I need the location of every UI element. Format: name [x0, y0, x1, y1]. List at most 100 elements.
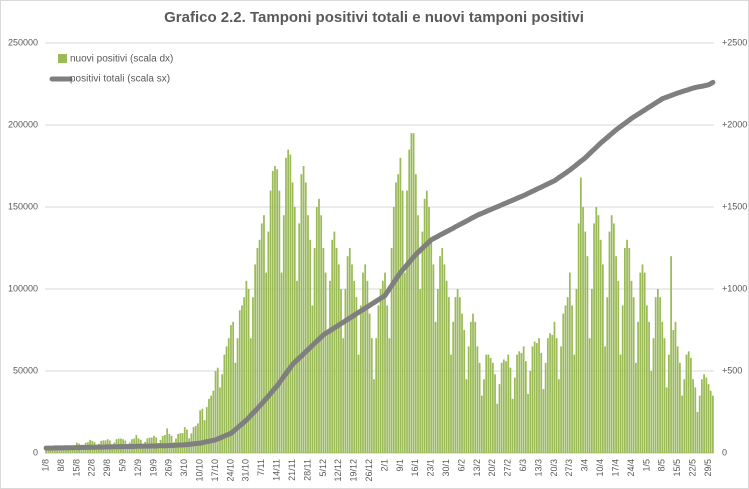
- bar: [296, 280, 298, 453]
- bar: [617, 280, 620, 453]
- bar: [329, 280, 331, 453]
- bar: [227, 338, 230, 453]
- bar: [535, 343, 538, 453]
- bar: [703, 374, 705, 453]
- bar: [276, 169, 279, 453]
- bar: [313, 248, 316, 453]
- bar: [373, 379, 375, 453]
- bar: [49, 450, 52, 453]
- bar: [357, 354, 360, 453]
- bar: [623, 248, 626, 453]
- x-tick-label: 10/4: [595, 459, 605, 477]
- bar: [527, 393, 529, 453]
- bar: [562, 313, 565, 453]
- bar: [450, 354, 452, 453]
- bar: [337, 264, 340, 453]
- bar: [232, 321, 235, 453]
- bar: [346, 256, 349, 453]
- bar: [564, 305, 567, 453]
- bar: [509, 367, 512, 453]
- bar: [524, 361, 527, 453]
- bar: [269, 190, 272, 453]
- bar: [546, 338, 549, 453]
- bar: [654, 297, 657, 453]
- bar: [588, 338, 591, 453]
- bar: [311, 305, 314, 453]
- bar: [712, 395, 714, 453]
- bar: [694, 387, 697, 453]
- bar: [582, 207, 584, 453]
- bar: [621, 305, 624, 453]
- bar: [225, 346, 228, 453]
- bar: [630, 280, 633, 453]
- bar: [364, 264, 367, 453]
- bar: [496, 403, 499, 453]
- bar: [571, 305, 573, 453]
- bar: [628, 248, 631, 453]
- bar: [465, 379, 468, 453]
- chart-title: Grafico 2.2. Tamponi positivi totali e n…: [164, 9, 584, 26]
- bar: [643, 272, 646, 453]
- bar: [551, 334, 554, 453]
- bar: [300, 174, 303, 453]
- x-tick-label: 30/1: [441, 459, 451, 477]
- bar: [256, 248, 259, 453]
- x-tick-label: 22/5: [687, 459, 697, 477]
- x-tick-label: 19/12: [349, 459, 359, 482]
- bar: [258, 239, 261, 453]
- bar: [709, 390, 712, 453]
- bar: [637, 321, 639, 453]
- y-tick-label: 50000: [13, 365, 38, 375]
- x-tick-label: 20/2: [487, 459, 497, 477]
- bar: [650, 371, 653, 453]
- bar: [381, 280, 384, 453]
- bar: [441, 248, 444, 453]
- bar: [243, 297, 246, 453]
- bar: [648, 321, 650, 453]
- bar: [210, 395, 213, 453]
- bar: [254, 264, 257, 453]
- bar: [634, 362, 637, 453]
- bar: [612, 223, 615, 453]
- bar: [679, 362, 681, 453]
- line: [43, 79, 716, 451]
- bar: [397, 174, 400, 453]
- bar: [302, 166, 305, 453]
- bar: [234, 362, 237, 453]
- bar: [221, 374, 224, 453]
- bar: [498, 384, 501, 453]
- bar: [604, 346, 606, 453]
- x-tick-label: 2/1: [379, 459, 389, 472]
- bar: [661, 321, 664, 453]
- bar: [417, 215, 419, 453]
- bar: [553, 321, 556, 453]
- bar: [500, 362, 503, 453]
- x-tick-label: 16/1: [410, 459, 420, 477]
- bar: [480, 395, 483, 453]
- bar: [304, 182, 307, 453]
- bar: [476, 346, 479, 453]
- x-tick-label: 13/2: [472, 459, 482, 477]
- bar: [491, 362, 494, 453]
- bar: [428, 207, 430, 453]
- bar: [51, 449, 54, 453]
- bar: [287, 149, 290, 453]
- bar: [483, 379, 485, 453]
- bar: [538, 338, 540, 453]
- y2-tick-label: +1500: [722, 201, 747, 211]
- bar: [421, 231, 424, 453]
- bar: [577, 223, 580, 453]
- bar: [566, 297, 569, 453]
- bar: [573, 354, 576, 453]
- bar: [366, 280, 369, 453]
- bar: [599, 239, 602, 453]
- bar: [282, 215, 285, 453]
- bar: [668, 354, 670, 453]
- bar: [575, 289, 578, 453]
- bar: [201, 408, 204, 453]
- x-tick-label: 31/10: [241, 459, 251, 482]
- bar: [522, 346, 525, 453]
- y-tick-label: 150000: [8, 201, 38, 211]
- bar: [331, 239, 334, 453]
